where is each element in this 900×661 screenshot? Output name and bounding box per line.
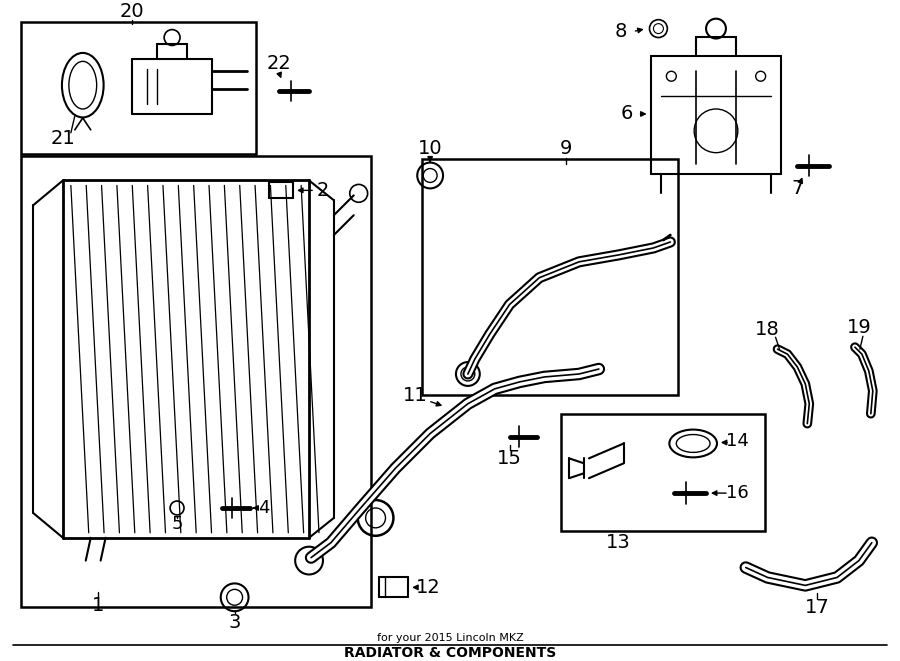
Bar — [422, 159, 679, 395]
Text: 17: 17 — [805, 598, 830, 617]
Text: 9: 9 — [560, 139, 572, 158]
Text: 16: 16 — [726, 484, 749, 502]
Text: 7: 7 — [791, 179, 804, 198]
Text: 21: 21 — [50, 130, 76, 148]
Text: 6: 6 — [620, 104, 633, 124]
Bar — [562, 414, 765, 531]
Text: 2: 2 — [317, 181, 329, 200]
Text: 5: 5 — [171, 515, 183, 533]
Text: 11: 11 — [403, 386, 427, 405]
Text: 18: 18 — [755, 320, 780, 339]
Bar — [22, 155, 371, 607]
Text: 20: 20 — [120, 2, 145, 21]
Text: RADIATOR & COMPONENTS: RADIATOR & COMPONENTS — [344, 646, 556, 660]
Text: 3: 3 — [229, 613, 241, 632]
Text: 14: 14 — [726, 432, 750, 451]
Bar — [22, 22, 256, 153]
Text: 10: 10 — [418, 139, 443, 158]
Text: 12: 12 — [416, 578, 440, 597]
Text: 15: 15 — [497, 449, 522, 468]
Text: for your 2015 Lincoln MKZ: for your 2015 Lincoln MKZ — [376, 633, 524, 643]
Text: 19: 19 — [847, 318, 871, 337]
Text: 1: 1 — [92, 596, 104, 615]
Text: 4: 4 — [257, 499, 269, 517]
Text: 8: 8 — [615, 22, 627, 41]
Text: 13: 13 — [607, 533, 631, 552]
Text: 22: 22 — [267, 54, 292, 73]
